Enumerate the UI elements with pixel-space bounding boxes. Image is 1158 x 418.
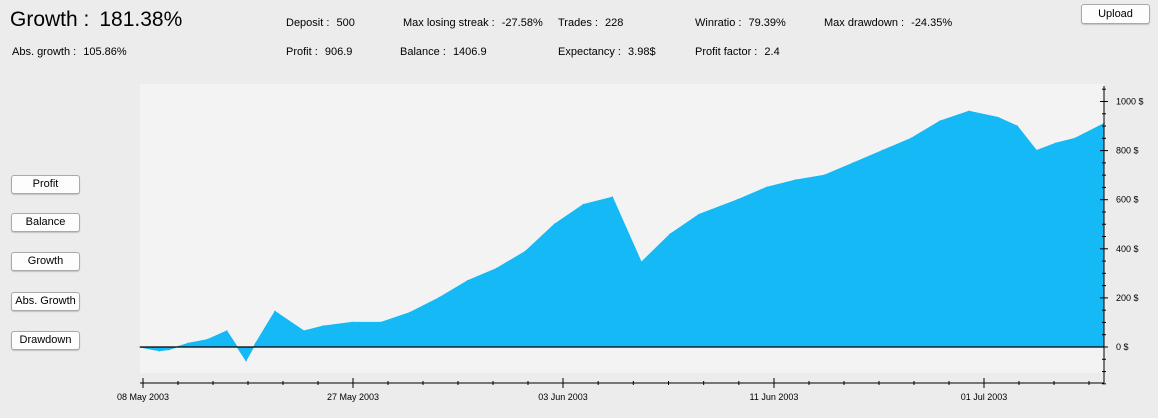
data-point [939,120,941,122]
x-tick-label: 27 May 2003 [327,392,379,402]
drawdown-button[interactable]: Drawdown [11,331,80,350]
data-point [611,196,614,198]
data-point [187,342,189,345]
winratio-label: Winratio [695,17,745,29]
balance-value: 1406.9 [452,46,487,58]
data-point [274,310,276,313]
profit-stat: Profit906.9 [286,46,352,58]
max-losing-streak-stat: Max losing streak-27.58% [403,17,543,29]
trades-label: Trades [558,17,601,29]
abs-growth-value: 105.86% [83,46,127,58]
trades-value: 228 [605,17,624,29]
deposit-value: 500 [336,17,355,29]
expectancy-label: Expectancy [558,46,624,58]
data-point [582,203,585,206]
abs-growth-label: Abs. growth [12,46,79,58]
data-point [409,311,411,314]
balance-label: Balance [400,46,449,58]
profit-value: 906.9 [324,46,353,58]
data-point [881,149,884,152]
data-point [968,110,970,113]
balance-button[interactable]: Balance [11,213,80,232]
data-point [1055,142,1057,144]
data-point [765,186,768,189]
abs-growth-stat: Abs. growth 105.86% [12,46,127,58]
y-tick-label: 800 $ [1116,146,1139,156]
profit-factor-stat: Profit factor 2.4 [695,46,780,58]
data-point [852,162,855,164]
growth-summary: Growth : 181.38% [10,8,182,32]
data-point [226,330,228,332]
data-point [303,330,305,332]
growth-button[interactable]: Growth [11,252,80,271]
data-point [1035,149,1038,152]
data-point [553,223,556,226]
y-tick-label: 200 $ [1116,293,1139,303]
data-point [669,233,671,235]
data-point [467,279,469,282]
max-losing-streak-value: -27.58% [501,17,543,29]
expectancy-value: 3.98$ [628,46,656,58]
data-point [1016,125,1018,127]
data-point [794,179,797,181]
data-point [910,137,912,140]
max-drawdown-stat: Max drawdown -24.35% [824,17,952,29]
y-tick-label: 0 $ [1116,342,1129,352]
data-point [206,338,209,341]
data-point [322,325,325,327]
data-point [997,116,999,119]
growth-value: 181.38% [99,8,183,31]
x-tick-label: 01 Jul 2003 [961,392,1008,402]
deposit-label: Deposit [286,17,332,29]
y-tick-label: 600 $ [1116,195,1139,205]
data-point [823,174,826,176]
x-tick-label: 11 Jun 2003 [750,392,799,402]
data-point [168,348,170,351]
profit-button[interactable]: Profit [11,175,80,194]
y-tick-label: 1000 $ [1116,97,1144,107]
data-point [495,267,498,270]
balance-stat: Balance1406.9 [400,46,487,58]
data-point [698,213,700,216]
data-point [1074,137,1076,140]
data-point [524,250,527,253]
y-tick-label: 400 $ [1116,244,1139,254]
expectancy-stat: Expectancy 3.98$ [558,46,656,58]
data-point [245,359,247,362]
trades-stat: Trades 228 [558,17,623,29]
data-point [640,261,643,264]
data-point [380,321,382,324]
max-losing-streak-label: Max losing streak [403,17,498,29]
max-drawdown-label: Max drawdown [824,17,907,29]
x-tick-label: 03 Jun 2003 [538,392,588,402]
data-point [438,297,440,299]
deposit-stat: Deposit 500 [286,17,355,29]
data-point [158,349,161,352]
profit-factor-value: 2.4 [764,46,780,58]
upload-button[interactable]: Upload [1081,4,1150,24]
data-point [736,198,739,201]
max-drawdown-value: -24.35% [911,17,953,29]
x-tick-label: 08 May 2003 [117,392,169,402]
winratio-value: 79.39% [748,17,786,29]
winratio-stat: Winratio79.39% [695,17,786,29]
profit-factor-label: Profit factor [695,46,760,58]
data-point [254,342,257,345]
abs-growth-button[interactable]: Abs. Growth [11,292,80,311]
profit-label: Profit [286,46,321,58]
growth-label: Growth : [10,8,90,31]
data-point [351,321,353,324]
